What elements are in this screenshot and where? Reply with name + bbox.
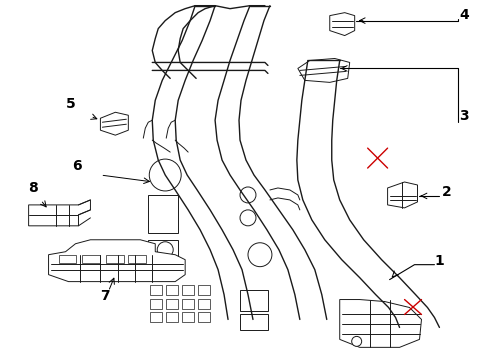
Text: 8: 8 (29, 181, 38, 195)
Bar (182, 298, 194, 309)
Bar (166, 285, 178, 294)
Circle shape (240, 210, 255, 226)
Bar (182, 285, 194, 294)
Circle shape (149, 159, 181, 191)
Circle shape (351, 336, 361, 346)
Bar (148, 240, 178, 278)
Circle shape (157, 242, 173, 258)
Polygon shape (339, 300, 421, 347)
Circle shape (240, 187, 255, 203)
Text: 4: 4 (458, 8, 468, 22)
Bar (166, 312, 178, 323)
Bar (240, 315, 267, 330)
Polygon shape (387, 182, 417, 208)
Polygon shape (29, 200, 90, 226)
Text: 2: 2 (441, 185, 450, 199)
Bar (128, 255, 146, 263)
Circle shape (247, 243, 271, 267)
Bar (82, 255, 100, 263)
Polygon shape (297, 58, 349, 82)
Bar (198, 285, 210, 294)
Bar (148, 195, 178, 233)
Bar (182, 312, 194, 323)
Bar (106, 255, 124, 263)
Bar (240, 289, 267, 311)
Polygon shape (329, 13, 354, 36)
Text: 5: 5 (65, 97, 75, 111)
Text: 1: 1 (433, 254, 443, 268)
Bar (198, 298, 210, 309)
Bar (150, 312, 162, 323)
Text: 3: 3 (458, 109, 468, 123)
Polygon shape (48, 240, 185, 282)
Text: 7: 7 (100, 288, 110, 302)
Bar (150, 285, 162, 294)
Polygon shape (100, 112, 128, 135)
Bar (150, 298, 162, 309)
Bar (166, 298, 178, 309)
Text: 6: 6 (72, 159, 82, 173)
Bar (59, 255, 76, 263)
Bar (198, 312, 210, 323)
